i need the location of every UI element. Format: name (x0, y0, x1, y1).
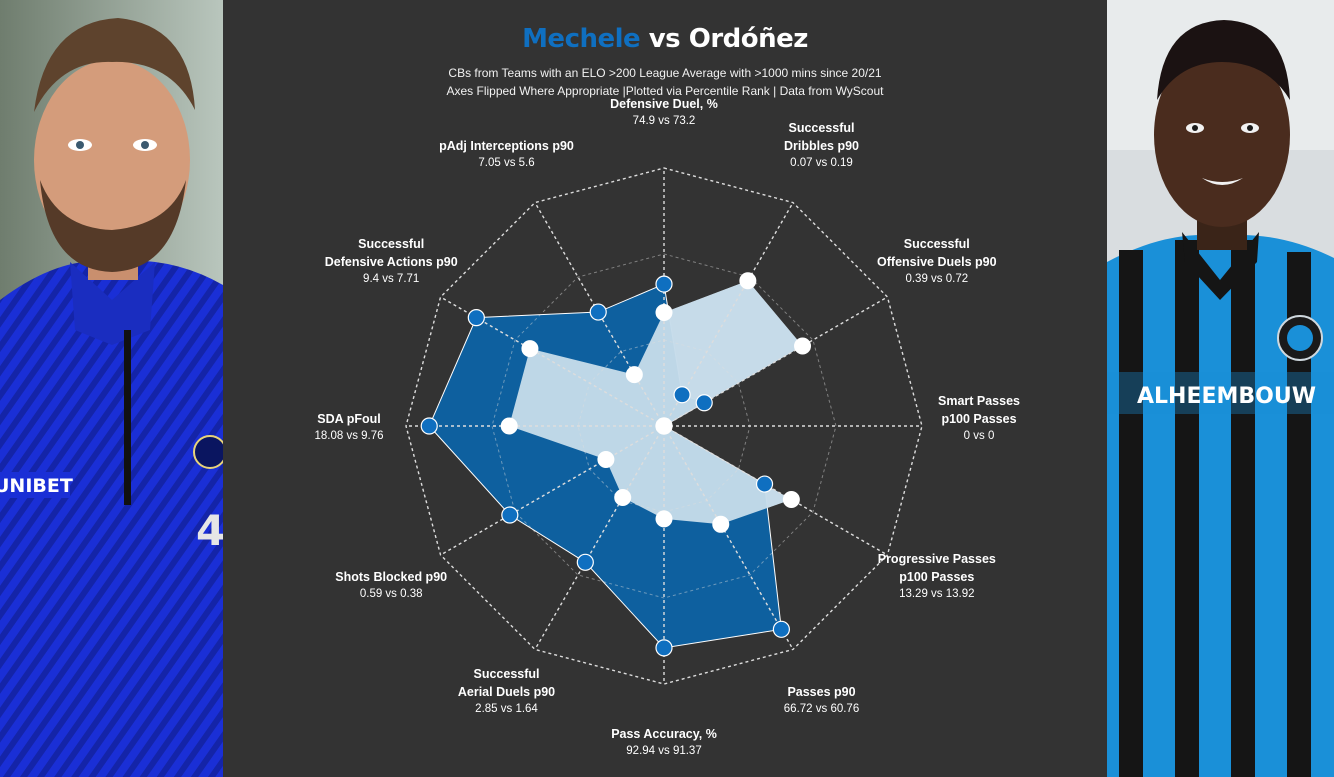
away-point-4 (655, 417, 673, 435)
param-label-line: p100 Passes (941, 412, 1017, 426)
home-point-1 (655, 275, 673, 293)
param-label-3: Successful Offensive Duels p90 (877, 235, 997, 271)
title-vs: vs (648, 24, 681, 54)
param-values-12: 7.05 vs 5.6 (478, 157, 535, 170)
param-values-4: 0 vs 0 (963, 430, 995, 442)
param-label-line: Offensive Duels p90 (877, 254, 997, 269)
param-values-9: 0.59 vs 0.38 (359, 587, 423, 600)
away-point-9 (597, 451, 615, 469)
grid-ring-inner-2 (491, 253, 837, 599)
param-label-line: Shots Blocked p90 (335, 569, 448, 584)
home-point-3 (695, 394, 713, 412)
param-label-12: pAdj Interceptions p90 (439, 137, 574, 155)
player-photo-home: UNIBET 4 (0, 0, 223, 777)
home-point-2 (673, 386, 691, 404)
param-label-10: SDA pFoul (317, 410, 380, 428)
param-values-7: 92.94 vs 91.37 (626, 745, 702, 757)
home-point-7 (655, 639, 673, 657)
radar-chart-panel: Mechele vs Ordóñez CBs from Teams with a… (223, 0, 1107, 777)
param-label-line: Successful (358, 236, 425, 251)
param-label-2: Successful Dribbles p90 (784, 119, 859, 155)
left-shirt-number: 4 (196, 506, 223, 555)
grid-spoke-5 (663, 425, 888, 556)
param-label-line: Passes p90 (787, 684, 856, 699)
param-label-line: SDA pFoul (317, 412, 381, 426)
title-away-player: Ordóñez (688, 24, 809, 54)
param-values-3: 0.39 vs 0.72 (905, 272, 969, 285)
param-label-line: Defensive Duel, % (610, 97, 718, 111)
right-shirt-sponsor: ALHEEMBOUW (1137, 384, 1316, 409)
home-point-10 (420, 417, 438, 435)
grid-spoke-8 (534, 425, 665, 650)
away-point-3 (794, 337, 812, 355)
home-point-5 (755, 475, 774, 493)
away-point-2 (739, 272, 757, 290)
away-point-8 (614, 488, 632, 506)
chart-subtitle-line2: Axes Flipped Where Appropriate |Plotted … (446, 84, 884, 98)
param-label-11: Successful Defensive Actions p90 (325, 235, 458, 271)
param-label-6: Passes p90 (787, 683, 855, 701)
param-label-line: Defensive Actions p90 (324, 254, 458, 269)
away-point-6 (712, 515, 730, 533)
param-label-line: Successful (473, 666, 540, 681)
away-point-7 (655, 510, 673, 528)
param-label-line: Dribbles p90 (783, 139, 860, 154)
param-label-line: Successful (788, 121, 855, 136)
home-point-12 (589, 303, 607, 321)
param-label-7: Pass Accuracy, % (611, 725, 717, 743)
title-home-player: Mechele (522, 24, 641, 54)
param-label-5: Progressive Passes p100 Passes (878, 550, 996, 586)
home-point-9 (501, 506, 519, 524)
param-label-line: Aerial Duels p90 (457, 684, 556, 699)
param-values-10: 18.08 vs 9.76 (314, 430, 384, 442)
param-values-6: 66.72 vs 60.76 (783, 702, 860, 715)
radar-plot (405, 167, 923, 685)
param-label-line: p100 Passes (899, 569, 975, 584)
param-label-line: pAdj Interceptions p90 (439, 139, 574, 154)
chart-subtitle-line1: CBs from Teams with an ELO >200 League A… (448, 66, 882, 80)
grid-spoke-11 (440, 296, 665, 427)
param-label-8: Successful Aerial Duels p90 (458, 665, 555, 701)
away-point-10 (500, 417, 518, 435)
home-point-6 (772, 620, 790, 638)
away-point-12 (625, 366, 643, 384)
param-values-2: 0.07 vs 0.19 (790, 157, 853, 170)
param-label-4: Smart Passes p100 Passes (938, 392, 1020, 428)
param-values-1: 74.9 vs 73.2 (632, 115, 696, 127)
away-point-5 (782, 491, 800, 509)
home-point-11 (467, 309, 485, 327)
param-label-1: Defensive Duel, % (610, 95, 718, 113)
param-values-11: 9.4 vs 7.71 (363, 272, 420, 285)
away-area (509, 280, 803, 525)
param-label-line: Progressive Passes (877, 551, 996, 566)
player-photo-away: ALHEEMBOUW (1107, 0, 1334, 777)
left-shirt-sponsor: UNIBET (0, 475, 73, 497)
param-label-9: Shots Blocked p90 (335, 568, 447, 586)
param-values-8: 2.85 vs 1.64 (475, 702, 538, 715)
param-label-line: Pass Accuracy, % (611, 727, 717, 741)
param-values-5: 13.29 vs 13.92 (899, 587, 975, 600)
param-label-line: Smart Passes (937, 394, 1021, 408)
grid-spoke-9 (440, 425, 665, 556)
chart-title: Mechele vs Ordóñez (223, 24, 1107, 54)
param-label-line: Successful (903, 236, 970, 251)
home-point-8 (576, 553, 594, 571)
away-point-1 (655, 303, 673, 321)
away-point-11 (521, 340, 539, 358)
grid-spoke-6 (663, 425, 794, 650)
